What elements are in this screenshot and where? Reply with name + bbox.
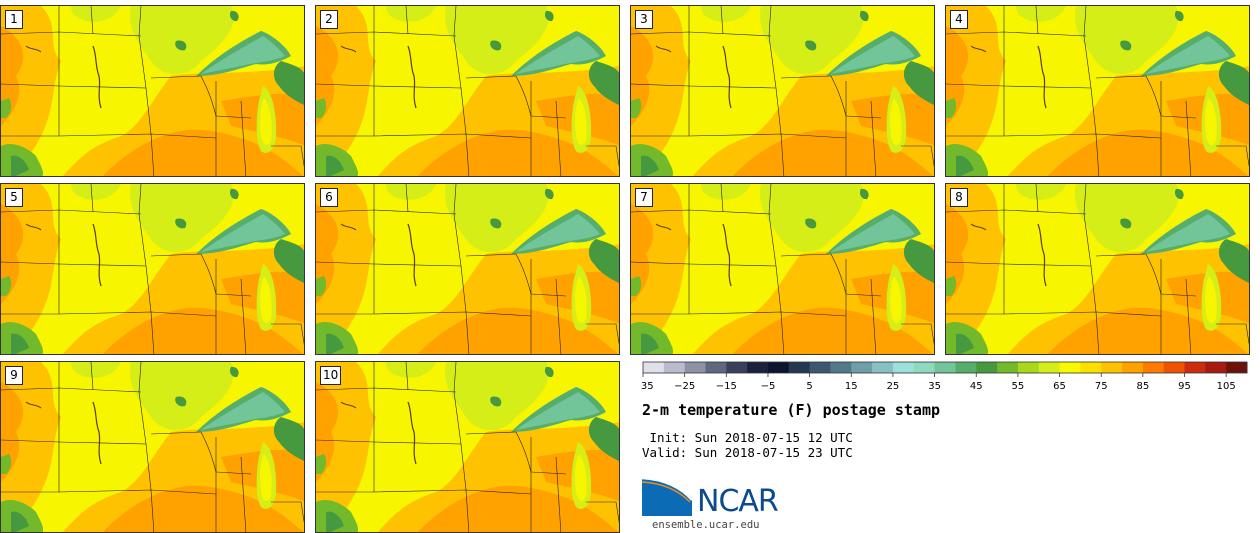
colorbar-tick-label: 25	[887, 381, 900, 392]
colorbar-swatch	[1101, 362, 1123, 373]
colorbar-tick-label: 65	[1053, 381, 1066, 392]
colorbar-swatch	[1122, 362, 1144, 373]
colorbar-swatch	[726, 362, 748, 373]
temperature-map	[631, 184, 934, 354]
colorbar-swatch	[1017, 362, 1040, 373]
init-time: Init: Sun 2018-07-15 12 UTC	[642, 430, 853, 445]
panel-number-label: 6	[320, 188, 338, 207]
colorbar-tick-label: 15	[845, 381, 858, 392]
panel-number-label: 10	[320, 366, 342, 385]
panel-number-label: 5	[5, 188, 23, 207]
valid-time: Valid: Sun 2018-07-15 23 UTC	[642, 445, 853, 460]
colorbar-swatch	[684, 362, 706, 373]
temperature-map	[1, 6, 304, 176]
colorbar-swatch	[643, 362, 665, 373]
colorbar-tick-label: −35	[640, 381, 654, 392]
colorbar-tick-label: −5	[761, 381, 776, 392]
colorbar-tick-label: −15	[716, 381, 737, 392]
colorbar-swatch	[913, 362, 936, 373]
temperature-map	[1, 362, 304, 532]
temperature-colorbar: −35−25−15−55152535455565758595105115	[640, 361, 1248, 392]
ensemble-member-panel-2: 2	[315, 5, 620, 177]
colorbar-tick-label: −25	[674, 381, 695, 392]
colorbar-swatch	[1163, 362, 1186, 373]
colorbar-swatch	[788, 362, 811, 373]
ensemble-member-panel-10: 10	[315, 361, 620, 533]
colorbar-swatch	[747, 362, 769, 373]
ncar-logo-word: NCAR	[697, 484, 779, 519]
temperature-map	[946, 6, 1249, 176]
colorbar-swatch	[1080, 362, 1102, 373]
colorbar-swatch	[663, 362, 686, 373]
ncar-logo-icon	[642, 476, 693, 516]
colorbar-swatch	[997, 362, 1019, 373]
figure-title: 2-m temperature (F) postage stamp	[642, 401, 941, 419]
temperature-map	[1, 184, 304, 354]
colorbar-swatch	[892, 362, 915, 373]
colorbar-swatch	[851, 362, 873, 373]
colorbar-tick-label: 75	[1095, 381, 1108, 392]
temperature-map	[631, 6, 934, 176]
colorbar-tick-label: 35	[928, 381, 941, 392]
temperature-map	[316, 362, 619, 532]
ensemble-member-panel-8: 8	[945, 183, 1250, 355]
colorbar-tick-label: 5	[806, 381, 812, 392]
colorbar-swatch	[1226, 362, 1248, 373]
colorbar-swatch	[1059, 362, 1081, 373]
colorbar-tick-label: 55	[1012, 381, 1025, 392]
colorbar-tick-label: 85	[1136, 381, 1149, 392]
panel-number-label: 3	[635, 10, 653, 29]
colorbar-swatch	[1038, 362, 1061, 373]
colorbar-swatch	[1205, 362, 1227, 373]
colorbar-tick-label: 45	[970, 381, 983, 392]
colorbar-swatch	[809, 362, 831, 373]
panel-number-label: 2	[320, 10, 338, 29]
colorbar-swatch	[955, 362, 977, 373]
ensemble-member-panel-1: 1	[0, 5, 305, 177]
colorbar-swatch	[1184, 362, 1206, 373]
panel-number-label: 1	[5, 10, 23, 29]
colorbar-swatch	[872, 362, 894, 373]
ensemble-member-panel-4: 4	[945, 5, 1250, 177]
temperature-map	[316, 6, 619, 176]
panel-number-label: 4	[950, 10, 968, 29]
temperature-map	[946, 184, 1249, 354]
panel-number-label: 9	[5, 366, 23, 385]
colorbar-swatch	[705, 362, 727, 373]
colorbar-swatch	[976, 362, 998, 373]
ensemble-member-panel-7: 7	[630, 183, 935, 355]
panel-number-label: 7	[635, 188, 653, 207]
colorbar-swatch	[767, 362, 790, 373]
panel-number-label: 8	[950, 188, 968, 207]
colorbar-swatch	[830, 362, 852, 373]
temperature-map	[316, 184, 619, 354]
colorbar-tick-label: 105	[1217, 381, 1236, 392]
colorbar-swatch	[1142, 362, 1165, 373]
ensemble-member-panel-6: 6	[315, 183, 620, 355]
colorbar-swatch	[934, 362, 956, 373]
ensemble-member-panel-5: 5	[0, 183, 305, 355]
colorbar-tick-label: 95	[1178, 381, 1191, 392]
site-url: ensemble.ucar.edu	[652, 519, 760, 531]
ensemble-member-panel-3: 3	[630, 5, 935, 177]
ensemble-member-panel-9: 9	[0, 361, 305, 533]
